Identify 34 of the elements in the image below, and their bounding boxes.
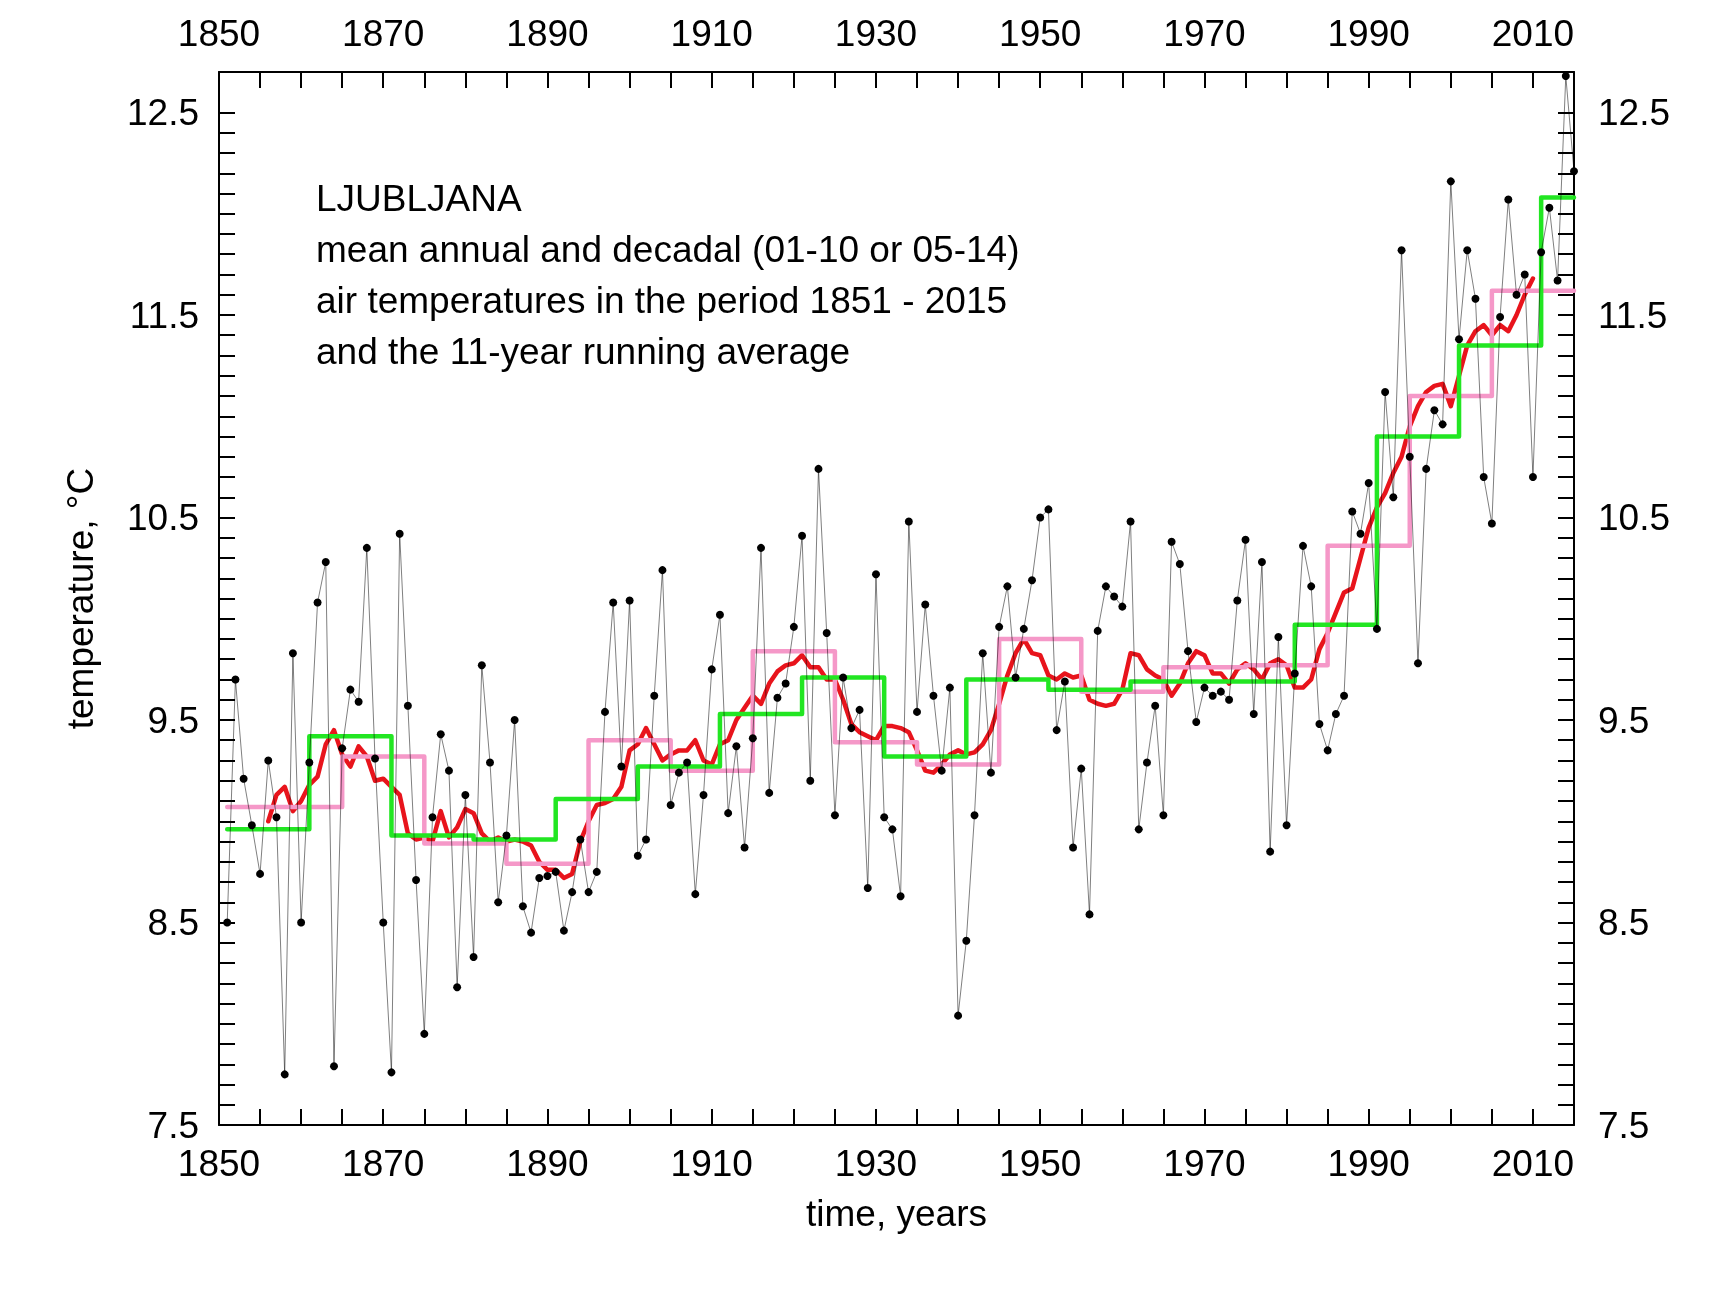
y-tick-label: 8.5 <box>147 902 199 943</box>
y2-tick-label: 10.5 <box>1598 497 1671 538</box>
y-tick-label: 9.5 <box>147 699 199 741</box>
x-tick-label: 1930 <box>834 1143 918 1184</box>
y-tick-label: 7.5 <box>147 1104 199 1146</box>
x2-tick-label: 2010 <box>1491 13 1575 54</box>
x-tick-label: 1850 <box>177 1143 261 1184</box>
x2-tick-label: 1950 <box>999 13 1082 54</box>
y2-tick-label: 12.5 <box>1598 92 1671 133</box>
y2-tick-label: 11.5 <box>1598 294 1668 336</box>
x-tick-label: 1950 <box>999 1143 1082 1184</box>
x-tick-label: 1870 <box>342 1143 425 1184</box>
y2-tick-label: 8.5 <box>1598 902 1650 943</box>
text: mean annual and decadal (01-10 or 05-14) air temperatures in the period 1851 - 2015 and the 11-year running average <box>316 229 1020 372</box>
x2-tick-label: 1910 <box>670 13 753 54</box>
text: LJUBLJANA <box>316 178 522 219</box>
x-tick-label: 1990 <box>1327 1143 1410 1184</box>
x-axis-title: time, years <box>806 1193 987 1234</box>
y-axis-title: temperature, °C <box>60 467 101 730</box>
x2-tick-label: 1890 <box>506 13 589 54</box>
y-tick-label: 10.5 <box>126 497 199 538</box>
x-tick-label: 1970 <box>1163 1143 1246 1184</box>
y2-tick-label: 7.5 <box>1598 1104 1650 1146</box>
x-tick-label: 2010 <box>1491 1143 1575 1184</box>
y2-tick-label: 9.5 <box>1598 699 1650 741</box>
x2-tick-label: 1970 <box>1163 13 1246 54</box>
y-tick-label: 11.5 <box>129 294 199 336</box>
x2-tick-label: 1850 <box>177 13 261 54</box>
y-tick-label: 12.5 <box>126 92 199 133</box>
x2-tick-label: 1870 <box>342 13 425 54</box>
x-tick-label: 1910 <box>670 1143 753 1184</box>
x-tick-label: 1890 <box>506 1143 589 1184</box>
x2-tick-label: 1930 <box>834 13 918 54</box>
x2-tick-label: 1990 <box>1327 13 1410 54</box>
